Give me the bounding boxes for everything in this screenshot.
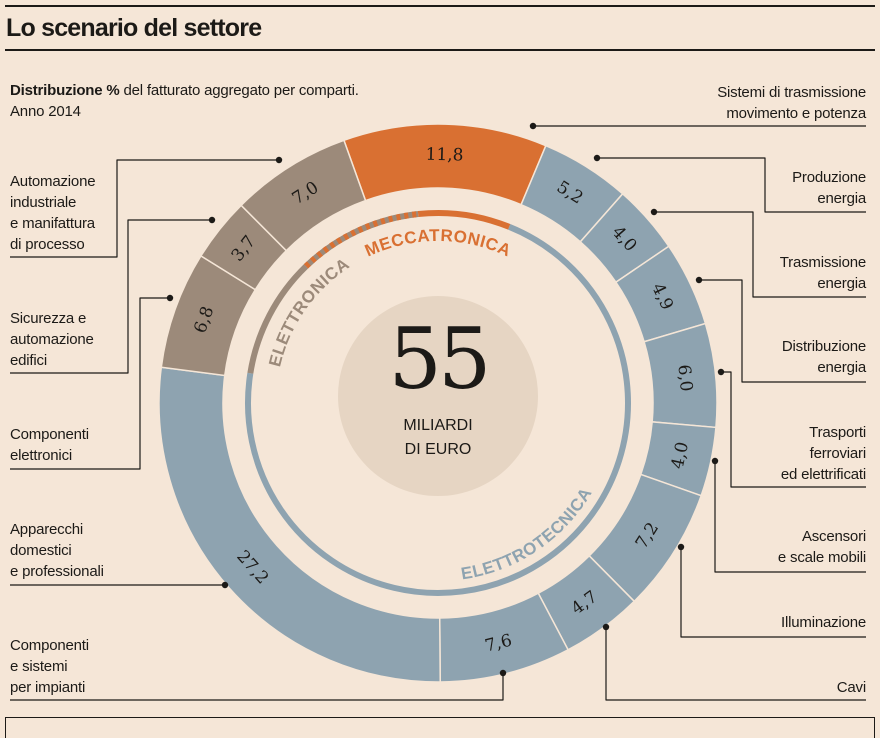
slice-category-label: Distribuzione energia — [782, 338, 867, 376]
slice-category-label: Trasmissione energia — [780, 254, 867, 292]
slice-category-label: Trasporti ferroviari ed elettrificati — [781, 424, 866, 483]
label-line: e scale mobili — [778, 549, 866, 566]
label-line: Cavi — [837, 679, 866, 696]
label-line: e professionali — [10, 563, 104, 580]
bottom-box — [5, 717, 875, 738]
chart-title: Lo scenario del settore — [6, 14, 262, 42]
leader-dot — [650, 208, 658, 216]
slice-category-label: Ascensori e scale mobili — [778, 528, 866, 566]
leader-dot — [166, 294, 174, 302]
label-line: Automazione — [10, 173, 95, 190]
leader-line — [680, 547, 866, 638]
slice-category-label: Produzione energia — [792, 169, 867, 207]
label-line: per impianti — [10, 679, 85, 696]
label-line: Trasmissione — [780, 254, 866, 271]
ring-meccatronica — [417, 210, 511, 230]
label-line: energia — [817, 190, 866, 207]
slice-category-label: Cavi — [837, 679, 866, 696]
ring-elettrotecnica — [245, 224, 631, 596]
leader-dot — [711, 457, 719, 465]
label-line: energia — [817, 359, 866, 376]
leader-line — [714, 461, 866, 573]
leader-dot — [208, 216, 216, 224]
label-line: Ascensori — [802, 528, 866, 545]
leader-line — [605, 627, 866, 701]
label-line: Apparecchi — [10, 521, 83, 538]
donut-slice — [240, 139, 367, 252]
leader-line — [699, 279, 866, 383]
leader-line — [10, 219, 212, 374]
title-rule — [5, 49, 875, 51]
slice-category-label: Automazione industriale e manifattura di pr… — [10, 173, 96, 253]
leader-dot — [275, 156, 283, 164]
leader-line — [10, 673, 504, 701]
slice-category-label: Componenti elettronici — [10, 426, 89, 464]
label-line: automazione — [10, 331, 94, 348]
top-rule — [5, 5, 875, 7]
ring-elettronica — [247, 264, 309, 374]
slice-category-label: Sistemi di trasmissione movimento e poten… — [717, 84, 867, 122]
center-disc — [338, 296, 538, 496]
leader-dot — [677, 543, 685, 551]
subtitle-bold: Distribuzione % — [10, 82, 120, 99]
slice-category-label: Sicurezza e automazione edifici — [10, 310, 94, 369]
center-total-value: 55 — [389, 310, 488, 408]
leader-line — [597, 157, 866, 213]
label-line: Trasporti — [809, 424, 866, 441]
label-line: Componenti — [10, 637, 89, 654]
center-unit-line1: MILIARDI — [403, 417, 472, 434]
label-line: e manifattura — [10, 215, 96, 232]
label-line: Sistemi di trasmissione — [717, 84, 866, 101]
slice-category-label: Apparecchi domestici e professionali — [10, 521, 104, 580]
leader-line — [10, 159, 279, 258]
group-label-meccatronica: MECCATRONICA — [362, 226, 514, 261]
leader-line — [654, 211, 866, 298]
subtitle-rest: del fatturato aggregato per comparti. — [119, 82, 359, 99]
label-line: domestici — [10, 542, 72, 559]
label-line: di processo — [10, 236, 85, 253]
leader-dot — [717, 368, 725, 376]
label-line: energia — [817, 275, 866, 292]
label-line: Illuminazione — [781, 614, 866, 631]
center-unit-line2: DI EURO — [405, 441, 472, 458]
leader-dot — [593, 154, 601, 162]
leader-dot — [602, 623, 610, 631]
leader-line — [721, 371, 866, 488]
leader-dot — [695, 276, 703, 284]
group-label-elettronica-text: ELETTRONICA — [265, 254, 352, 368]
label-line: ed elettrificati — [781, 466, 866, 483]
subtitle-year: Anno 2014 — [10, 103, 81, 120]
label-line: e sistemi — [10, 658, 67, 675]
group-label-elettronica: ELETTRONICA — [265, 254, 353, 368]
slice-category-label: Componenti e sistemi per impianti — [10, 637, 89, 696]
group-label-meccatronica-text: MECCATRONICA — [362, 226, 513, 261]
leader-line — [10, 297, 170, 470]
slice-value-label: 11,8 — [425, 145, 463, 166]
label-line: movimento e potenza — [726, 105, 866, 122]
label-line: Componenti — [10, 426, 89, 443]
label-line: elettronici — [10, 447, 72, 464]
slice-value-label: 6,0 — [673, 364, 696, 393]
leader-dot — [499, 669, 507, 677]
label-line: industriale — [10, 194, 76, 211]
label-line: Produzione — [792, 169, 866, 186]
label-line: edifici — [10, 352, 47, 369]
label-line: ferroviari — [810, 445, 866, 462]
leader-dot — [221, 581, 229, 589]
slice-category-label: Illuminazione — [781, 614, 866, 631]
label-line: Distribuzione — [782, 338, 866, 355]
leader-dot — [529, 122, 537, 130]
ring-striped-overlay — [303, 211, 419, 269]
label-line: Sicurezza e — [10, 310, 86, 327]
chart-subtitle: Distribuzione % del fatturato aggregato … — [10, 80, 359, 122]
